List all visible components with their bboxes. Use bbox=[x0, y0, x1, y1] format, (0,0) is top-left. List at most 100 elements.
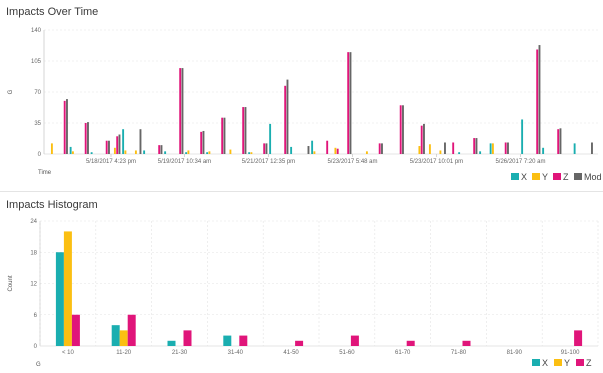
bar-mod bbox=[507, 142, 509, 154]
hist-bar-z bbox=[574, 330, 583, 346]
bar-x bbox=[521, 119, 524, 154]
bar-x bbox=[69, 146, 72, 154]
legend-swatch-x bbox=[532, 359, 540, 366]
bar-y bbox=[365, 151, 368, 154]
hist-bar-z bbox=[350, 335, 359, 346]
bar-z bbox=[200, 131, 203, 154]
hist-bar-y bbox=[119, 330, 128, 346]
impacts-over-time-chart: 0 35 70 105 140 G 5/18/2017 4:23 pm 5/19/2017 1… bbox=[8, 28, 602, 182]
y-tick-label: 18 bbox=[30, 250, 37, 256]
bar-mod bbox=[591, 142, 593, 154]
bar-mod bbox=[139, 129, 142, 154]
legend-label-y: Y bbox=[564, 358, 570, 368]
bar-mod bbox=[423, 123, 425, 154]
x-category-label: 61-70 bbox=[395, 350, 411, 356]
bar-z bbox=[557, 129, 560, 154]
bar-mod bbox=[349, 52, 352, 155]
bar-mod bbox=[475, 138, 478, 154]
bar-z bbox=[504, 142, 507, 154]
x-category-label: 81-90 bbox=[507, 350, 523, 356]
x-axis-label: G bbox=[36, 362, 41, 368]
y-tick-label: 70 bbox=[34, 90, 41, 96]
bar-mod bbox=[160, 145, 163, 154]
bar-z bbox=[420, 125, 423, 154]
bar-z bbox=[336, 148, 339, 154]
bar-y bbox=[313, 151, 316, 154]
bar-z bbox=[84, 123, 87, 154]
x-tick-label: 5/23/2017 10:01 pm bbox=[410, 159, 463, 165]
bar-mod bbox=[108, 140, 110, 154]
bar-mod bbox=[559, 128, 562, 154]
bar-z bbox=[63, 100, 66, 154]
x-tick-label: 5/18/2017 4:23 pm bbox=[86, 159, 136, 165]
hist-bar-z bbox=[239, 335, 248, 346]
x-category-label: 41-50 bbox=[283, 350, 299, 356]
bar-z bbox=[536, 49, 539, 154]
hist-bar-z bbox=[295, 340, 304, 346]
legend-label-z: Z bbox=[586, 358, 592, 368]
y-tick-label: 35 bbox=[34, 121, 41, 127]
y-tick-label: 105 bbox=[31, 59, 42, 65]
chart-title-impacts-histogram: Impacts Histogram bbox=[6, 199, 98, 211]
bar-z bbox=[179, 68, 182, 154]
bar-z bbox=[284, 85, 287, 154]
hist-bar-z bbox=[406, 340, 415, 346]
x-tick-label: 5/21/2017 12:35 pm bbox=[242, 159, 295, 165]
bar-mod bbox=[202, 130, 205, 154]
y-tick-label: 0 bbox=[38, 152, 42, 158]
bar-x bbox=[248, 152, 251, 154]
x-category-label: 31-40 bbox=[228, 350, 244, 356]
legend-label-y: Y bbox=[542, 172, 548, 182]
bar-z bbox=[378, 143, 381, 154]
bar-y bbox=[229, 149, 232, 154]
legend-swatch-z bbox=[553, 173, 561, 180]
legend-label-x: X bbox=[521, 172, 527, 182]
bar-y bbox=[50, 143, 53, 154]
y-tick-label: 24 bbox=[30, 219, 37, 225]
bar-x bbox=[542, 147, 545, 154]
bar-mod bbox=[286, 79, 289, 154]
hist-bar-x bbox=[223, 335, 232, 346]
x-category-label: 91-100 bbox=[561, 350, 580, 356]
bar-y bbox=[187, 150, 190, 154]
bar-z bbox=[473, 138, 476, 154]
bar-mod bbox=[444, 142, 446, 154]
bar-mod bbox=[223, 117, 226, 154]
bar-mod bbox=[381, 143, 383, 154]
y-tick-label: 140 bbox=[31, 28, 42, 34]
bar-x bbox=[122, 129, 125, 154]
panel-divider bbox=[0, 191, 603, 192]
x-category-label: 21-30 bbox=[172, 350, 188, 356]
hist-bar-z bbox=[462, 340, 471, 346]
hist-bar-x bbox=[111, 325, 120, 346]
bar-y bbox=[208, 151, 211, 154]
bar-y bbox=[428, 144, 431, 154]
y-tick-label: 6 bbox=[34, 313, 38, 319]
bar-y bbox=[113, 147, 116, 154]
chart-title-impacts-over-time: Impacts Over Time bbox=[6, 6, 99, 18]
bar-mod bbox=[181, 68, 184, 154]
bar-x bbox=[290, 146, 293, 154]
x-category-label: < 10 bbox=[62, 350, 75, 356]
y-tick-label: 0 bbox=[34, 344, 38, 350]
bar-y bbox=[124, 150, 127, 154]
x-tick-label: 5/23/2017 5:48 am bbox=[327, 159, 377, 165]
bar-z bbox=[105, 140, 108, 154]
bar-mod bbox=[118, 134, 121, 154]
bar-mod bbox=[66, 99, 68, 154]
bar-mod bbox=[244, 107, 247, 154]
bar-x bbox=[206, 152, 209, 154]
legend-swatch-mod bbox=[574, 173, 582, 180]
x-category-label: 51-60 bbox=[339, 350, 355, 356]
bar-z bbox=[221, 117, 224, 154]
bar-z bbox=[452, 142, 455, 154]
bar-z bbox=[326, 140, 329, 154]
x-category-label: 11-20 bbox=[116, 350, 132, 356]
bar-mod bbox=[265, 143, 268, 154]
x-tick-label: 5/19/2017 10:34 am bbox=[158, 159, 211, 165]
bar-x bbox=[489, 143, 492, 154]
legend-label-mod: Mod bbox=[584, 172, 602, 182]
bar-mod bbox=[87, 122, 89, 154]
bar-mod bbox=[402, 105, 404, 154]
x-tick-label: 5/26/2017 7:20 am bbox=[495, 159, 545, 165]
